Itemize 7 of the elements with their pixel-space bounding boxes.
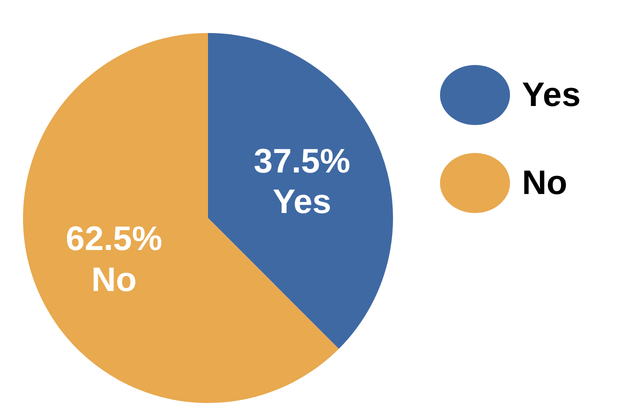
slice-label: No xyxy=(91,260,137,299)
legend-label: Yes xyxy=(522,76,581,114)
pie-slice xyxy=(208,33,393,349)
data-label: 62.5% xyxy=(66,220,162,258)
data-label: 37.5% xyxy=(254,142,350,180)
legend-label: No xyxy=(522,164,568,202)
slice-label: Yes xyxy=(272,183,332,222)
